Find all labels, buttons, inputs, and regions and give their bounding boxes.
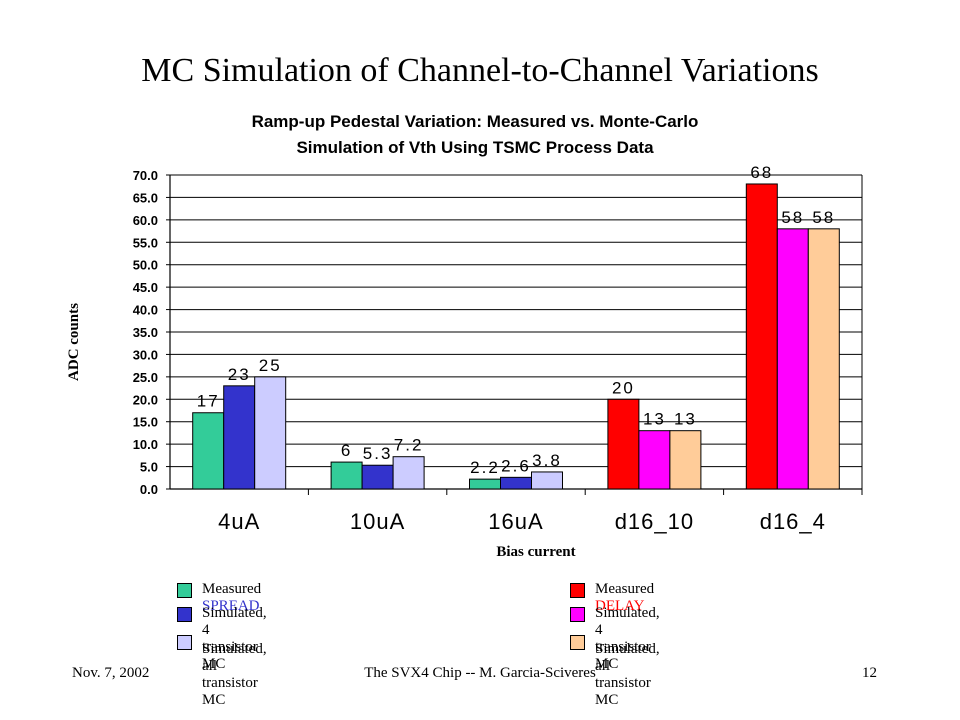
y-tick-label: 20.0 bbox=[133, 392, 158, 407]
data-label: 68 bbox=[750, 163, 773, 182]
y-tick-label: 5.0 bbox=[140, 460, 158, 475]
legend-label-text: Simulated, all transistor MC bbox=[595, 641, 660, 708]
y-tick-label: 60.0 bbox=[133, 213, 158, 228]
footer-page-number: 12 bbox=[862, 665, 877, 681]
legend-swatch bbox=[570, 635, 585, 650]
legend-swatch bbox=[570, 607, 585, 622]
bar bbox=[807, 228, 840, 490]
legend-label: Simulated, all transistor MC bbox=[202, 641, 267, 709]
legend-label: Simulated, 4 transistor MC bbox=[202, 605, 267, 673]
bar bbox=[361, 464, 394, 490]
data-label: 2.2 bbox=[470, 458, 500, 477]
x-tick-label: 4uA bbox=[218, 509, 260, 534]
legend-label-highlight: DELAY bbox=[595, 598, 645, 614]
legend-swatch bbox=[177, 607, 192, 622]
data-label: 23 bbox=[228, 365, 251, 384]
y-tick-label: 55.0 bbox=[133, 235, 158, 250]
legend-label-text: Simulated, 4 transistor MC bbox=[202, 605, 267, 672]
bar bbox=[223, 385, 256, 490]
y-tick-label: 0.0 bbox=[140, 482, 158, 497]
bar bbox=[330, 461, 363, 490]
bar bbox=[776, 228, 809, 490]
bar bbox=[669, 430, 702, 490]
legend-label-highlight: SPREAD bbox=[202, 598, 260, 614]
y-tick-label: 35.0 bbox=[133, 325, 158, 340]
legend-label-text: Simulated, 4 transistor MC bbox=[595, 605, 660, 672]
y-tick-label: 40.0 bbox=[133, 303, 158, 318]
y-tick-label: 70.0 bbox=[133, 168, 158, 183]
legend-label-text: Measured bbox=[595, 581, 655, 597]
bar bbox=[254, 376, 287, 490]
data-label: 5.3 bbox=[363, 444, 393, 463]
bar bbox=[192, 412, 225, 490]
data-label: 2.6 bbox=[501, 456, 531, 475]
legend-label: Measured DELAY bbox=[595, 581, 654, 615]
y-tick-label: 45.0 bbox=[133, 280, 158, 295]
legend-swatch bbox=[177, 635, 192, 650]
data-label: 58 bbox=[781, 208, 804, 227]
chart-title-line-2: Simulation of Vth Using TSMC Process Dat… bbox=[296, 138, 654, 157]
bar bbox=[638, 430, 671, 490]
bar bbox=[531, 471, 563, 490]
y-axis-label: ADC counts bbox=[66, 303, 82, 381]
legend-label-text: Measured bbox=[202, 581, 262, 597]
chart-title-line-1: Ramp-up Pedestal Variation: Measured vs.… bbox=[251, 112, 699, 131]
y-tick-label: 25.0 bbox=[133, 370, 158, 385]
data-label: 17 bbox=[197, 392, 220, 411]
footer-presentation-title: The SVX4 Chip -- M. Garcia-Sciveres bbox=[364, 665, 596, 681]
bar bbox=[607, 398, 640, 490]
y-tick-label: 30.0 bbox=[133, 347, 158, 362]
data-label: 13 bbox=[643, 410, 666, 429]
y-tick-label: 65.0 bbox=[133, 190, 158, 205]
x-axis-label: Bias current bbox=[496, 544, 575, 560]
legend-label: Simulated, all transistor MC bbox=[595, 641, 660, 709]
y-tick-label: 10.0 bbox=[133, 437, 158, 452]
slide-title: MC Simulation of Channel-to-Channel Vari… bbox=[141, 52, 819, 89]
legend-swatch bbox=[570, 583, 585, 598]
y-tick-label: 15.0 bbox=[133, 415, 158, 430]
data-label: 7.2 bbox=[394, 436, 424, 455]
x-tick-label: 16uA bbox=[488, 509, 543, 534]
data-label: 6 bbox=[341, 441, 352, 460]
legend-label: Simulated, 4 transistor MC bbox=[595, 605, 660, 673]
x-tick-label: 10uA bbox=[350, 509, 405, 534]
footer-date: Nov. 7, 2002 bbox=[72, 665, 150, 681]
x-tick-label: d16_4 bbox=[760, 509, 826, 534]
bar bbox=[469, 478, 501, 490]
legend-label-text: Simulated, all transistor MC bbox=[202, 641, 267, 708]
data-label: 25 bbox=[259, 356, 282, 375]
legend-label: Measured SPREAD bbox=[202, 581, 261, 615]
data-label: 20 bbox=[612, 378, 635, 397]
bar bbox=[500, 476, 532, 490]
x-tick-label: d16_10 bbox=[615, 509, 694, 534]
bar bbox=[745, 183, 778, 490]
data-label: 13 bbox=[674, 410, 697, 429]
data-label: 58 bbox=[812, 208, 835, 227]
legend-swatch bbox=[177, 583, 192, 598]
bar bbox=[392, 456, 425, 490]
y-tick-label: 50.0 bbox=[133, 258, 158, 273]
data-label: 3.8 bbox=[532, 451, 562, 470]
